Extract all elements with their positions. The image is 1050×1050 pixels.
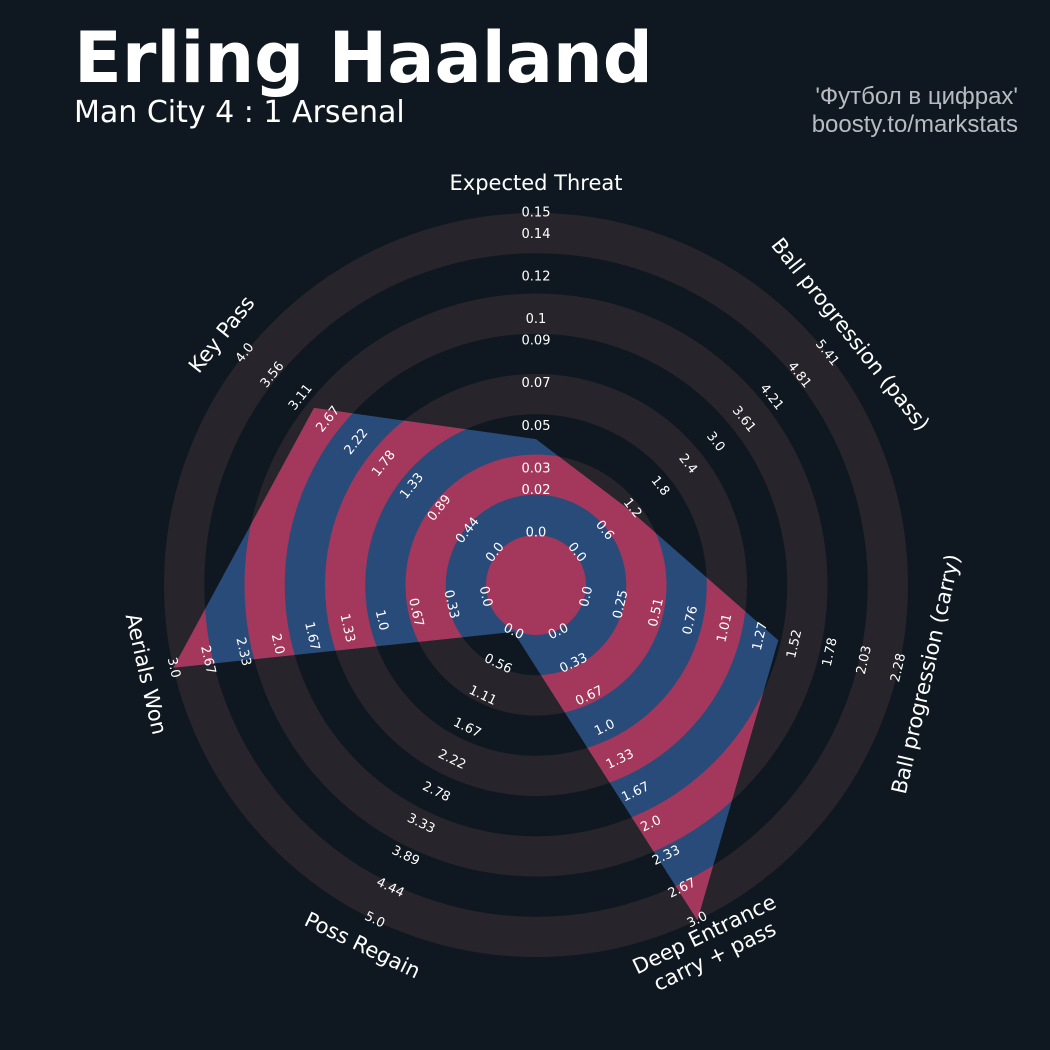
radar: 0.0 0.02 0.03 0.05 0.07 0.09 0.1 0.12 0.14 0.15 Ex…	[121, 171, 965, 996]
match-title: Man City 4 : 1 Arsenal	[74, 95, 405, 130]
tick-label: 0.1	[526, 312, 547, 327]
tick-label: 0.03	[522, 462, 551, 477]
tick-label: 2.33	[232, 636, 253, 668]
tick-label: 1.67	[301, 620, 322, 652]
tick-label: 2.0	[268, 632, 287, 656]
tick-label: 0.12	[522, 270, 551, 285]
credit: boosty.to/markstats	[812, 111, 1018, 138]
tick-label: 0.05	[522, 419, 551, 434]
tick-label: 0.67	[405, 597, 426, 629]
tick-label: 1.0	[372, 609, 391, 633]
tick-label: 1.52	[784, 628, 805, 660]
tick-label: 2.28	[888, 652, 909, 684]
tick-label: 0.0	[526, 526, 547, 541]
tick-label: 1.01	[714, 612, 735, 644]
tick-label: 0.76	[680, 605, 701, 637]
tick-label: 1.33	[336, 612, 357, 644]
ring	[164, 213, 908, 957]
tick-label: 0.33	[440, 589, 461, 621]
tick-label: 0.0	[476, 585, 495, 609]
tick-label: 0.02	[522, 483, 551, 498]
tick-label: 2.67	[197, 644, 218, 676]
tick-label: 0.0	[577, 585, 596, 609]
tick-label: 0.14	[522, 227, 551, 242]
tick-label: 0.15	[522, 206, 551, 221]
tick-label: 0.25	[610, 589, 631, 621]
param-label: Expected Threat	[450, 171, 623, 195]
tick-label: 2.03	[854, 644, 875, 676]
tick-label: 3.0	[164, 656, 183, 680]
tick-label: 1.78	[820, 636, 841, 668]
tick-label: 0.51	[646, 597, 667, 629]
player-name: Erling Haaland	[74, 17, 653, 99]
credit: 'Футбол в цифрах'	[815, 83, 1018, 110]
tick-label: 0.09	[522, 334, 551, 349]
ring	[486, 535, 586, 635]
tick-label: 0.07	[522, 376, 551, 391]
tick-label: 1.27	[750, 620, 771, 652]
